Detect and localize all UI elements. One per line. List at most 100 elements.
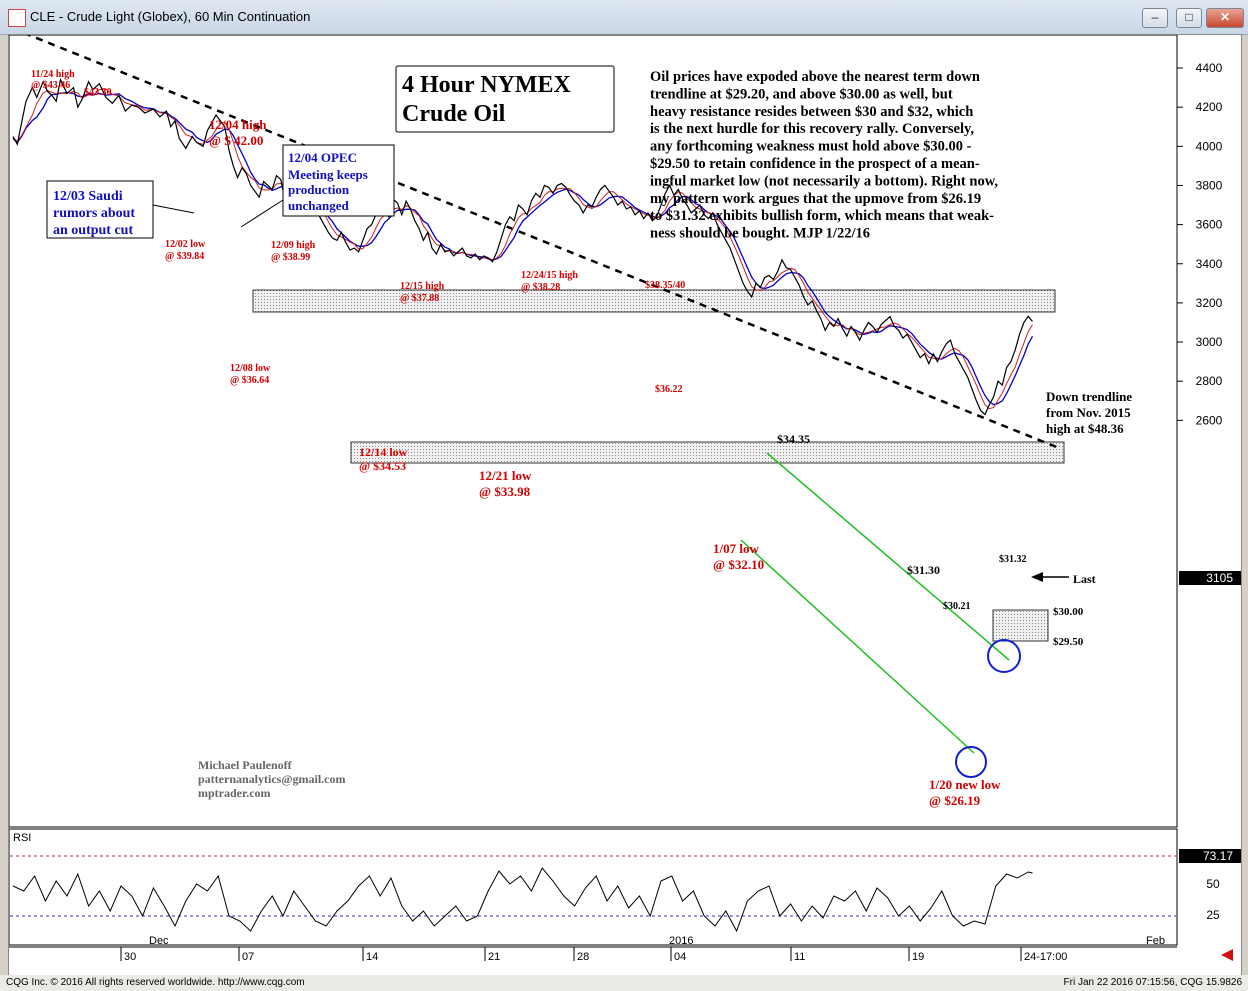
label-jan07-a: 1/07 low (713, 541, 759, 556)
opec-pointer (240, 199, 284, 228)
y-tick-label: 3200 (1196, 296, 1223, 310)
commentary-line: ness should be bought. MJP 1/22/16 (650, 226, 870, 242)
x-tick-label: 19 (912, 951, 924, 963)
title-box (395, 65, 615, 133)
month-label: 2016 (669, 935, 693, 947)
label-nov24-b: @ $43.46 (31, 80, 70, 91)
x-tick-label: 04 (674, 951, 686, 963)
label-dec24-a: 12/24/15 high (521, 270, 578, 281)
y-tick-label: 3000 (1196, 335, 1223, 349)
commentary-line: is the next hurdle for this recovery ral… (650, 121, 974, 137)
saudi-pointer (152, 204, 195, 214)
commentary-line: $29.50 to retain confidence in the prosp… (650, 156, 980, 172)
window-titlebar: CLE - Crude Light (Globex), 60 Min Conti… (0, 0, 1248, 35)
channel-upper-line (766, 452, 1010, 661)
commentary-line: my pattern work argues that the upmove f… (650, 191, 981, 207)
author-name: Michael Paulenoff (198, 758, 293, 772)
low-circle (955, 746, 987, 778)
commentary-line: Oil prices have expoded above the neares… (650, 69, 980, 85)
last-price-marker (1179, 571, 1241, 585)
label-3835: $38.35/40 (645, 280, 685, 291)
label-dec15-b: @ $37.88 (400, 293, 439, 304)
label-dec24-b: @ $38.28 (521, 282, 560, 293)
label-2950: $29.50 (1053, 636, 1084, 648)
price-panel (8, 34, 1178, 828)
label-dec09-a: 12/09 high (271, 240, 316, 251)
label-3130: $31.30 (907, 563, 940, 577)
author-email: patternanalytics@gmail.com (198, 772, 345, 786)
opec-box (282, 144, 395, 217)
support-zone (992, 609, 1049, 642)
copyright-text: CQG Inc. © 2016 All rights reserved worl… (6, 977, 305, 988)
y-tick-label: 4200 (1196, 100, 1223, 114)
label-4330: $43.30 (84, 87, 112, 98)
price-chart: 4400 4200 4000 3800 3600 3400 3200 3000 2800 2600… (8, 31, 1241, 963)
label-dec21-a: 12/21 low (479, 468, 532, 483)
saudi-line2: rumors about (53, 206, 135, 221)
opec-line1: 12/04 OPEC (288, 150, 357, 165)
label-dec21-b: @ $33.98 (479, 484, 531, 499)
commentary-line: any forthcoming weakness must hold above… (650, 139, 972, 155)
y-tick-label: 3600 (1196, 218, 1223, 232)
label-3622: $36.22 (655, 384, 683, 395)
rsi-value-marker (1179, 849, 1241, 863)
x-tick-label: 28 (577, 951, 589, 963)
label-jan20-a: 1/20 new low (929, 777, 1001, 792)
commentary-line: to $31.32 exhibits bullish form, which m… (650, 208, 994, 224)
label-dec02-a: 12/02 low (165, 239, 206, 250)
x-tick-label: 11 (794, 951, 805, 963)
app-icon (8, 9, 26, 27)
label-3435: $34.35 (777, 432, 810, 446)
label-dec08-a: 12/08 low (230, 363, 271, 374)
moving-average-red (12, 88, 1033, 410)
window-title: CLE - Crude Light (Globex), 60 Min Conti… (30, 9, 311, 24)
x-tick-label: 14 (366, 951, 378, 963)
label-dec04-b: @ $ 42.00 (209, 133, 263, 148)
rsi-panel (8, 828, 1178, 946)
maximize-button[interactable]: □ (1176, 8, 1202, 28)
month-label: Dec (149, 935, 169, 947)
label-trend-b: from Nov. 2015 (1046, 405, 1131, 420)
label-dec14-a: 12/14 low (359, 445, 408, 459)
opec-line4: unchanged (288, 198, 349, 213)
chart-title-line1: 4 Hour NYMEX (402, 72, 572, 98)
saudi-line1: 12/03 Saudi (53, 189, 123, 204)
label-jan07-b: @ $32.10 (713, 557, 764, 572)
channel-lower-line (740, 539, 975, 754)
label-dec08-b: @ $36.64 (230, 375, 269, 386)
y-tick-label: 2600 (1196, 413, 1223, 427)
minimize-button[interactable]: – (1142, 8, 1168, 28)
opec-line2: Meeting keeps (288, 167, 368, 182)
label-dec09-b: @ $38.99 (271, 252, 310, 263)
close-button[interactable]: ✕ (1206, 8, 1244, 28)
status-timestamp: Fri Jan 22 2016 07:15:56, CQG 15.9826 (1063, 977, 1242, 988)
commentary-line: ingful market low (not necessarily a bot… (650, 173, 998, 189)
x-tick-label: 21 (488, 951, 500, 963)
chart-title-line2: Crude Oil (402, 101, 506, 127)
chart-frame: 4400 4200 4000 3800 3600 3400 3200 3000 2800 2600… (8, 31, 1242, 976)
breakout-circle (987, 639, 1021, 673)
status-bar: CQG Inc. © 2016 All rights reserved worl… (0, 975, 1248, 991)
label-dec04-a: 12/04 high (209, 117, 267, 132)
y-tick-label: 4400 (1196, 61, 1223, 75)
last-arrow-head (1031, 572, 1043, 582)
label-3132: $31.32 (999, 554, 1027, 565)
rsi-tick-25: 25 (1206, 908, 1220, 922)
label-jan20-b: @ $26.19 (929, 793, 981, 808)
x-tick-label: 30 (124, 951, 136, 963)
scroll-arrow-icon[interactable] (1221, 949, 1233, 961)
resistance-zone-lower (350, 441, 1065, 464)
label-trend-c: high at $48.36 (1046, 421, 1124, 436)
author-site: mptrader.com (198, 786, 271, 800)
commentary-line: heavy resistance resides between $30 and… (650, 104, 973, 120)
rsi-value: 73.17 (1203, 849, 1233, 863)
saudi-box (46, 180, 154, 239)
down-trendline (23, 31, 1060, 450)
y-tick-label: 3400 (1196, 257, 1223, 271)
rsi-tick-50: 50 (1206, 877, 1220, 891)
label-3021: $30.21 (943, 601, 971, 612)
commentary-line: trendline at $29.20, and above $30.00 as… (650, 86, 953, 102)
opec-line3: production (288, 182, 350, 197)
resistance-zone-upper (252, 289, 1056, 313)
y-tick-label: 4000 (1196, 139, 1223, 153)
